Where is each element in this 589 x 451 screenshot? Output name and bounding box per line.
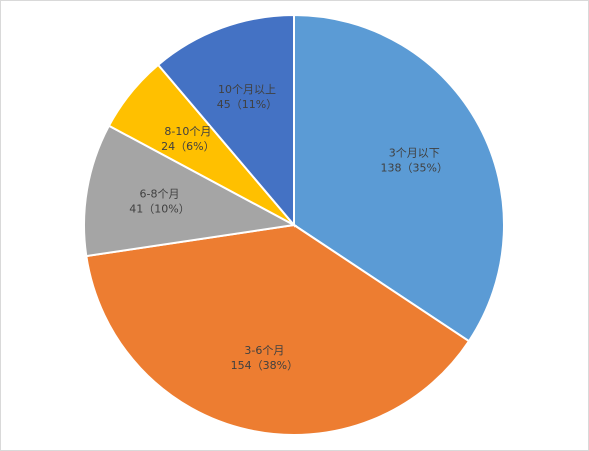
slice-category-label: 10个月以上 bbox=[218, 83, 276, 96]
slice-category-label: 3个月以下 bbox=[389, 146, 440, 159]
pie-slice bbox=[83, 124, 298, 258]
pie-slice bbox=[156, 13, 295, 228]
slice-category-label: 6-8个月 bbox=[140, 188, 180, 201]
pie-slice bbox=[85, 223, 471, 436]
slice-category-label: 8-10个月 bbox=[164, 125, 211, 138]
slice-value-label: 24（6%） bbox=[161, 140, 214, 153]
slice-value-label: 154（38%） bbox=[231, 359, 298, 372]
slice-value-label: 138（35%） bbox=[381, 161, 448, 174]
slice-value-label: 45（11%） bbox=[217, 98, 277, 111]
slice-value-label: 41（10%） bbox=[129, 203, 189, 216]
slice-category-label: 3-6个月 bbox=[244, 344, 284, 357]
